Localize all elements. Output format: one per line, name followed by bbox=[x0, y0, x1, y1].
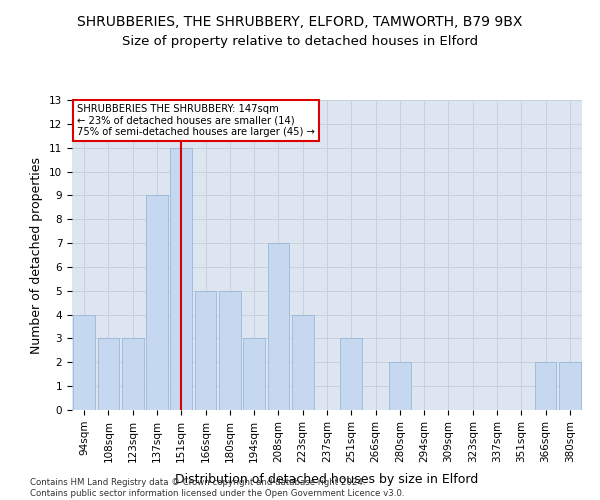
Bar bbox=[170, 148, 192, 410]
Bar bbox=[73, 314, 95, 410]
Text: SHRUBBERIES THE SHRUBBERY: 147sqm
← 23% of detached houses are smaller (14)
75% : SHRUBBERIES THE SHRUBBERY: 147sqm ← 23% … bbox=[77, 104, 315, 137]
Bar bbox=[292, 314, 314, 410]
Y-axis label: Number of detached properties: Number of detached properties bbox=[31, 156, 43, 354]
Bar bbox=[535, 362, 556, 410]
Bar bbox=[340, 338, 362, 410]
Text: Size of property relative to detached houses in Elford: Size of property relative to detached ho… bbox=[122, 35, 478, 48]
Bar bbox=[146, 196, 168, 410]
Text: Contains HM Land Registry data © Crown copyright and database right 2024.
Contai: Contains HM Land Registry data © Crown c… bbox=[30, 478, 404, 498]
Bar bbox=[194, 291, 217, 410]
Bar bbox=[122, 338, 143, 410]
X-axis label: Distribution of detached houses by size in Elford: Distribution of detached houses by size … bbox=[175, 473, 479, 486]
Bar bbox=[389, 362, 411, 410]
Bar bbox=[268, 243, 289, 410]
Text: SHRUBBERIES, THE SHRUBBERY, ELFORD, TAMWORTH, B79 9BX: SHRUBBERIES, THE SHRUBBERY, ELFORD, TAMW… bbox=[77, 15, 523, 29]
Bar bbox=[243, 338, 265, 410]
Bar bbox=[97, 338, 119, 410]
Bar bbox=[219, 291, 241, 410]
Bar bbox=[559, 362, 581, 410]
